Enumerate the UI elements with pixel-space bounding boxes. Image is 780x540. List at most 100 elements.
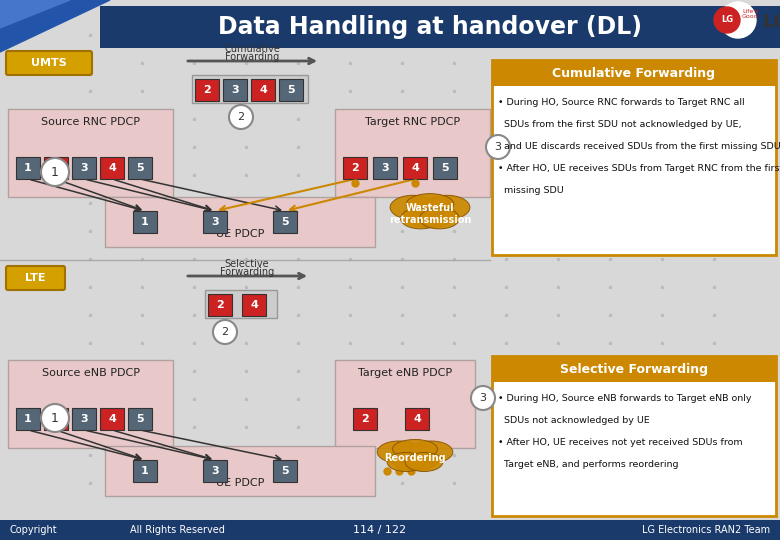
- Circle shape: [213, 320, 237, 344]
- Text: 2: 2: [203, 85, 211, 95]
- Text: 3: 3: [211, 466, 219, 476]
- Text: 5: 5: [281, 466, 289, 476]
- Ellipse shape: [401, 208, 441, 229]
- Ellipse shape: [420, 208, 459, 229]
- Text: 2: 2: [52, 414, 60, 424]
- Ellipse shape: [406, 194, 454, 214]
- Bar: [433, 157, 457, 179]
- Text: UE PDCP: UE PDCP: [216, 478, 264, 488]
- Bar: [279, 79, 303, 101]
- Bar: [8, 360, 173, 448]
- Text: Reordering: Reordering: [385, 453, 446, 463]
- Text: Selective Forwarding: Selective Forwarding: [560, 362, 708, 375]
- Bar: [8, 109, 173, 197]
- Text: 4: 4: [411, 163, 419, 173]
- Ellipse shape: [392, 440, 438, 458]
- Text: 114 / 122: 114 / 122: [353, 525, 406, 535]
- Circle shape: [41, 404, 69, 432]
- Bar: [242, 294, 266, 316]
- Text: 4: 4: [413, 414, 421, 424]
- Circle shape: [714, 7, 740, 33]
- Bar: [0, 520, 780, 540]
- Text: UMTS: UMTS: [31, 58, 67, 68]
- Bar: [128, 157, 152, 179]
- Ellipse shape: [404, 200, 456, 228]
- Ellipse shape: [387, 453, 425, 471]
- Text: Life's
Good: Life's Good: [742, 9, 759, 19]
- Ellipse shape: [378, 441, 420, 463]
- Text: Forwarding: Forwarding: [225, 52, 279, 62]
- Text: 3: 3: [231, 85, 239, 95]
- Ellipse shape: [390, 195, 436, 219]
- Text: SDUs from the first SDU not acknowledged by UE,: SDUs from the first SDU not acknowledged…: [498, 120, 742, 129]
- Bar: [100, 6, 780, 48]
- Bar: [208, 294, 232, 316]
- Bar: [72, 157, 96, 179]
- Text: UE PDCP: UE PDCP: [216, 229, 264, 239]
- Bar: [16, 408, 40, 430]
- Polygon shape: [0, 0, 70, 28]
- Text: 1: 1: [51, 411, 59, 424]
- Text: 3: 3: [480, 393, 487, 403]
- Text: Copyright: Copyright: [10, 525, 58, 535]
- Text: 5: 5: [281, 217, 289, 227]
- Text: 5: 5: [287, 85, 295, 95]
- Text: and UE discards received SDUs from the first missing SDU: and UE discards received SDUs from the f…: [498, 142, 780, 151]
- Bar: [128, 408, 152, 430]
- Text: Target eNB, and performs reordering: Target eNB, and performs reordering: [498, 460, 679, 469]
- Text: 4: 4: [108, 163, 116, 173]
- Circle shape: [41, 158, 69, 186]
- Text: 5: 5: [136, 414, 144, 424]
- Bar: [205, 290, 277, 318]
- Text: SDUs not acknowledged by UE: SDUs not acknowledged by UE: [498, 416, 650, 425]
- Circle shape: [486, 135, 510, 159]
- Text: 2: 2: [351, 163, 359, 173]
- Bar: [16, 157, 40, 179]
- Circle shape: [229, 105, 253, 129]
- Text: missing SDU: missing SDU: [498, 186, 564, 195]
- Bar: [251, 79, 275, 101]
- Bar: [405, 408, 429, 430]
- Bar: [105, 446, 375, 496]
- Text: 2: 2: [52, 163, 60, 173]
- Bar: [343, 157, 367, 179]
- Polygon shape: [0, 0, 110, 52]
- Text: 1: 1: [141, 466, 149, 476]
- Bar: [492, 60, 776, 86]
- Ellipse shape: [410, 441, 453, 463]
- Text: 1: 1: [141, 217, 149, 227]
- Bar: [273, 460, 297, 482]
- Bar: [335, 109, 490, 197]
- Bar: [133, 460, 157, 482]
- Text: LG: LG: [762, 13, 780, 31]
- Bar: [195, 79, 219, 101]
- Text: 2: 2: [237, 112, 245, 122]
- Bar: [72, 408, 96, 430]
- Text: 3: 3: [80, 163, 88, 173]
- Bar: [492, 356, 776, 382]
- Bar: [133, 211, 157, 233]
- Bar: [353, 408, 377, 430]
- Circle shape: [471, 386, 495, 410]
- Text: Selective: Selective: [225, 259, 269, 269]
- Circle shape: [720, 2, 756, 38]
- Text: LG: LG: [721, 16, 733, 24]
- Bar: [373, 157, 397, 179]
- FancyBboxPatch shape: [6, 266, 65, 290]
- Ellipse shape: [405, 453, 443, 471]
- Text: Cumulative Forwarding: Cumulative Forwarding: [552, 66, 715, 79]
- FancyBboxPatch shape: [6, 51, 92, 75]
- Bar: [273, 211, 297, 233]
- Bar: [203, 460, 227, 482]
- Text: • During HO, Source RNC forwards to Target RNC all: • During HO, Source RNC forwards to Targ…: [498, 98, 745, 107]
- Text: 3: 3: [381, 163, 388, 173]
- Text: All Rights Reserved: All Rights Reserved: [130, 525, 225, 535]
- Bar: [492, 356, 776, 516]
- Text: 1: 1: [24, 414, 32, 424]
- Bar: [203, 211, 227, 233]
- Text: 2: 2: [222, 327, 229, 337]
- Text: 4: 4: [108, 414, 116, 424]
- Bar: [44, 408, 68, 430]
- Text: 3: 3: [211, 217, 219, 227]
- Bar: [44, 157, 68, 179]
